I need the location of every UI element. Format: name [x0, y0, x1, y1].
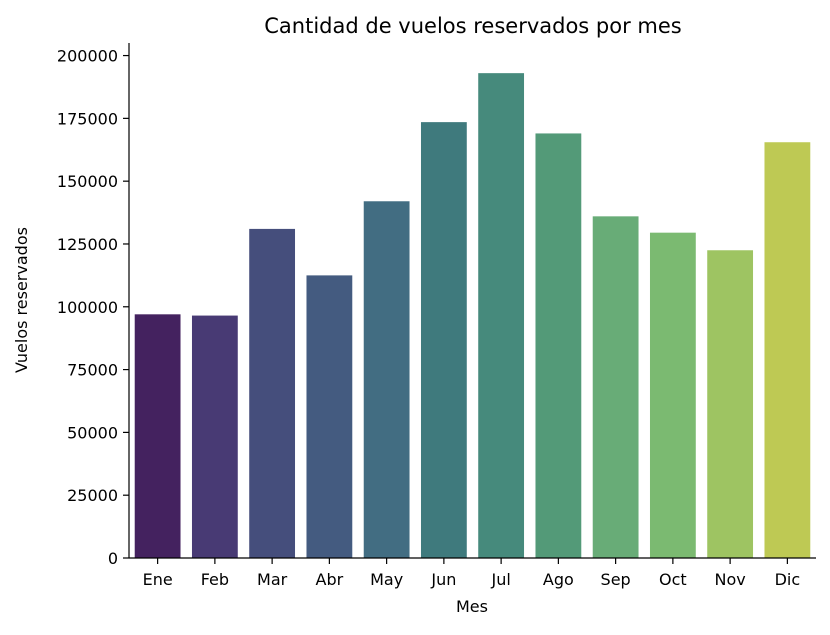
y-tick-label: 50000	[67, 423, 118, 442]
bar-may	[363, 201, 410, 558]
x-tick-label: Jun	[430, 570, 456, 589]
chart-title: Cantidad de vuelos reservados por mes	[264, 14, 681, 38]
plot-area	[134, 73, 811, 559]
bar-sep	[592, 216, 639, 558]
y-axis-label: Vuelos reservados	[12, 227, 31, 373]
bar-mar	[249, 228, 296, 558]
y-axis-ticks: 0 25000 50000 75000 100000 125000 150000 175000…	[57, 47, 129, 568]
y-tick-label: 200000	[57, 47, 118, 66]
y-tick-label: 0	[108, 549, 118, 568]
bar-dic	[764, 142, 811, 559]
x-tick-label: May	[370, 570, 403, 589]
bar-ago	[535, 133, 582, 558]
x-tick-label: Oct	[659, 570, 687, 589]
bar-oct	[649, 232, 696, 559]
x-tick-label: Dic	[775, 570, 801, 589]
x-axis-label: Mes	[456, 597, 488, 616]
bar-feb	[191, 315, 238, 558]
x-tick-label: Nov	[715, 570, 746, 589]
y-tick-label: 75000	[67, 361, 118, 380]
bar-ene	[134, 314, 181, 558]
x-tick-label: Abr	[316, 570, 344, 589]
x-tick-label: Jul	[490, 570, 510, 589]
y-tick-label: 25000	[67, 486, 118, 505]
bar-jun	[420, 122, 467, 558]
bar-nov	[707, 250, 754, 558]
y-tick-label: 100000	[57, 298, 118, 317]
x-tick-label: Ene	[143, 570, 173, 589]
x-tick-label: Feb	[201, 570, 229, 589]
x-tick-label: Sep	[601, 570, 631, 589]
y-tick-label: 175000	[57, 109, 118, 128]
x-tick-label: Ago	[543, 570, 574, 589]
bar-abr	[306, 275, 353, 558]
y-tick-label: 125000	[57, 235, 118, 254]
x-axis-ticks: Ene Feb Mar Abr May Jun Jul Ago Sep Oct Nov Dic	[143, 558, 801, 589]
x-tick-label: Mar	[257, 570, 288, 589]
y-tick-label: 150000	[57, 172, 118, 191]
bar-jul	[478, 73, 525, 559]
